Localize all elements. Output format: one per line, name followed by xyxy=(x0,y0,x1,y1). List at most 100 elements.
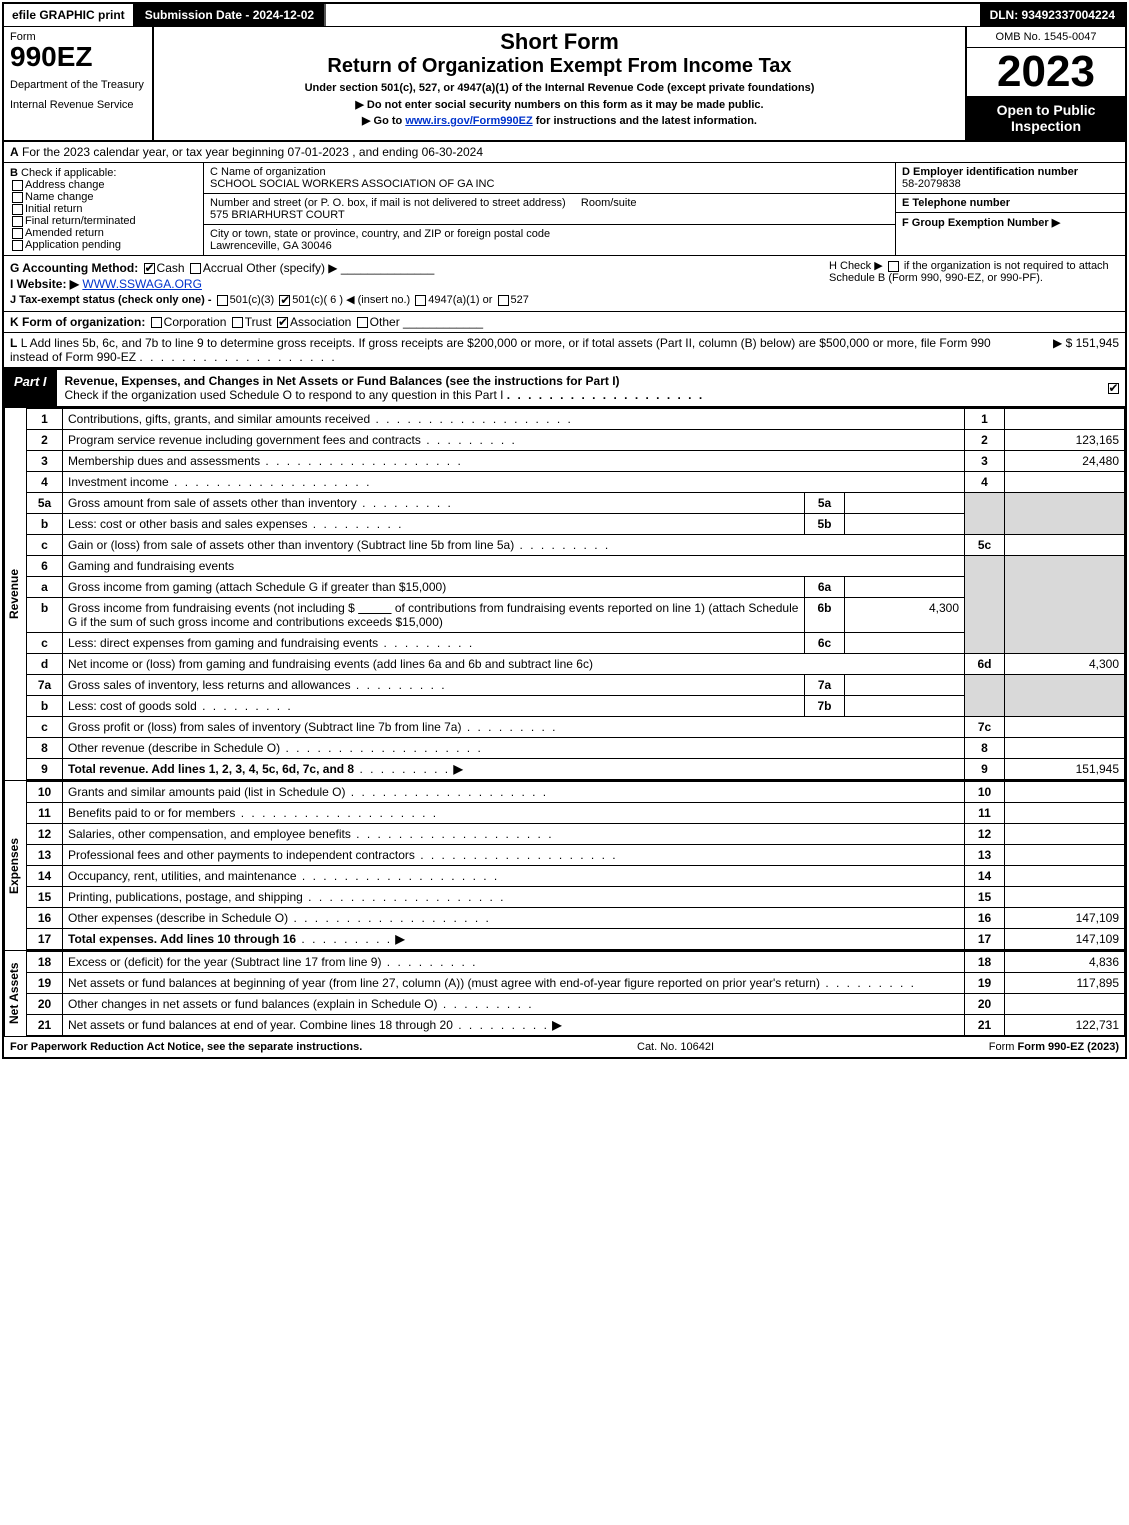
chk-501c3[interactable] xyxy=(217,295,228,306)
city-label: City or town, state or province, country… xyxy=(210,228,550,240)
desc-14: Occupancy, rent, utilities, and maintena… xyxy=(68,869,297,883)
row-j: J Tax-exempt status (check only one) - 5… xyxy=(10,293,819,306)
desc-7c: Gross profit or (loss) from sales of inv… xyxy=(68,720,461,734)
opt-other: Other (specify) ▶ xyxy=(246,261,337,275)
row-h: H Check ▶ if the organization is not req… xyxy=(819,259,1119,308)
opt-501c: 501(c)( 6 ) ◀ (insert no.) xyxy=(292,294,410,306)
opt-amended-return: Amended return xyxy=(25,227,104,239)
chk-assoc[interactable] xyxy=(277,317,288,328)
desc-10: Grants and similar amounts paid (list in… xyxy=(68,785,345,799)
chk-4947[interactable] xyxy=(415,295,426,306)
netassets-sidelabel: Net Assets xyxy=(4,951,26,1036)
rn-3: 3 xyxy=(965,451,1005,472)
efile-print[interactable]: efile GRAPHIC print xyxy=(4,4,135,26)
desc-4: Investment income xyxy=(68,475,169,489)
chk-corp[interactable] xyxy=(151,317,162,328)
h-text1: H Check ▶ xyxy=(829,260,883,272)
ln-2: 2 xyxy=(27,430,63,451)
inln-6a: 6a xyxy=(805,577,845,598)
chk-name-change[interactable] xyxy=(12,192,23,203)
ln-15: 15 xyxy=(27,887,63,908)
topbar: efile GRAPHIC print Submission Date - 20… xyxy=(4,4,1125,27)
amt-6-shade xyxy=(1005,556,1125,654)
opt-cash: Cash xyxy=(157,261,185,275)
part1-tag: Part I xyxy=(4,370,57,406)
ln-21: 21 xyxy=(27,1015,63,1036)
opt-assoc: Association xyxy=(290,315,351,329)
no-ssn-warning: ▶ Do not enter social security numbers o… xyxy=(160,98,959,111)
revenue-table: 1Contributions, gifts, grants, and simil… xyxy=(26,408,1125,780)
chk-other-org[interactable] xyxy=(357,317,368,328)
chk-amended-return[interactable] xyxy=(12,228,23,239)
col-b: B Check if applicable: Address change Na… xyxy=(4,163,204,255)
row-k: K Form of organization: Corporation Trus… xyxy=(4,312,1125,333)
inamt-6b: 4,300 xyxy=(845,598,965,633)
desc-6b1: Gross income from fundraising events (no… xyxy=(68,601,355,615)
rn-15: 15 xyxy=(965,887,1005,908)
amt-21: 122,731 xyxy=(1005,1015,1125,1036)
chk-527[interactable] xyxy=(498,295,509,306)
ln-6c: c xyxy=(27,633,63,654)
line-11: 11Benefits paid to or for members11 xyxy=(27,803,1125,824)
chk-schedule-o[interactable] xyxy=(1108,383,1119,394)
inln-7b: 7b xyxy=(805,696,845,717)
chk-501c[interactable] xyxy=(279,295,290,306)
chk-initial-return[interactable] xyxy=(12,204,23,215)
phone-row: E Telephone number xyxy=(896,194,1125,213)
opt-527: 527 xyxy=(511,294,529,306)
rn-18: 18 xyxy=(965,952,1005,973)
ln-7c: c xyxy=(27,717,63,738)
amt-8 xyxy=(1005,738,1125,759)
website-link[interactable]: WWW.SSWAGA.ORG xyxy=(82,277,202,291)
amt-15 xyxy=(1005,887,1125,908)
chk-accrual[interactable] xyxy=(190,263,201,274)
part1-subtitle: Check if the organization used Schedule … xyxy=(65,388,504,402)
chk-trust[interactable] xyxy=(232,317,243,328)
header-center: Short Form Return of Organization Exempt… xyxy=(154,27,965,140)
chk-final-return[interactable] xyxy=(12,216,23,227)
opt-initial-return: Initial return xyxy=(25,203,82,215)
amt-10 xyxy=(1005,782,1125,803)
desc-15: Printing, publications, postage, and shi… xyxy=(68,890,303,904)
chk-h[interactable] xyxy=(888,261,899,272)
amt-19: 117,895 xyxy=(1005,973,1125,994)
line-12: 12Salaries, other compensation, and empl… xyxy=(27,824,1125,845)
ln-11: 11 xyxy=(27,803,63,824)
form-number: 990EZ xyxy=(10,43,146,71)
opt-application-pending: Application pending xyxy=(25,239,121,251)
chk-application-pending[interactable] xyxy=(12,240,23,251)
rn-1: 1 xyxy=(965,409,1005,430)
ln-6d: d xyxy=(27,654,63,675)
chk-cash[interactable] xyxy=(144,263,155,274)
line-16: 16Other expenses (describe in Schedule O… xyxy=(27,908,1125,929)
row-g: G Accounting Method: Cash Accrual Other … xyxy=(10,261,819,275)
rn-16: 16 xyxy=(965,908,1005,929)
rn-7c: 7c xyxy=(965,717,1005,738)
org-name: SCHOOL SOCIAL WORKERS ASSOCIATION OF GA … xyxy=(210,178,494,190)
desc-6c: Less: direct expenses from gaming and fu… xyxy=(68,636,378,650)
rn-5ab-shade xyxy=(965,493,1005,535)
tax-year: 2023 xyxy=(967,48,1125,96)
line-13: 13Professional fees and other payments t… xyxy=(27,845,1125,866)
line-6c: c Less: direct expenses from gaming and f… xyxy=(27,633,1125,654)
line-7a: 7aGross sales of inventory, less returns… xyxy=(27,675,1125,696)
line-1: 1Contributions, gifts, grants, and simil… xyxy=(27,409,1125,430)
line-3: 3Membership dues and assessments324,480 xyxy=(27,451,1125,472)
page-footer: For Paperwork Reduction Act Notice, see … xyxy=(4,1036,1125,1057)
opt-other-org: Other xyxy=(370,315,400,329)
rn-14: 14 xyxy=(965,866,1005,887)
irs-link[interactable]: www.irs.gov/Form990EZ xyxy=(405,115,532,127)
chk-address-change[interactable] xyxy=(12,180,23,191)
rn-6-shade xyxy=(965,556,1005,654)
ln-6: 6 xyxy=(27,556,63,577)
header-left: Form 990EZ Department of the Treasury In… xyxy=(4,27,154,140)
col-c: C Name of organization SCHOOL SOCIAL WOR… xyxy=(204,163,895,255)
footer-center: Cat. No. 10642I xyxy=(637,1041,714,1053)
line-9: 9Total revenue. Add lines 1, 2, 3, 4, 5c… xyxy=(27,759,1125,780)
ln-5c: c xyxy=(27,535,63,556)
ein-row: D Employer identification number 58-2079… xyxy=(896,163,1125,194)
line-5c: cGain or (loss) from sale of assets othe… xyxy=(27,535,1125,556)
opt-501c3: 501(c)(3) xyxy=(230,294,275,306)
expenses-sidelabel: Expenses xyxy=(4,781,26,950)
amt-13 xyxy=(1005,845,1125,866)
